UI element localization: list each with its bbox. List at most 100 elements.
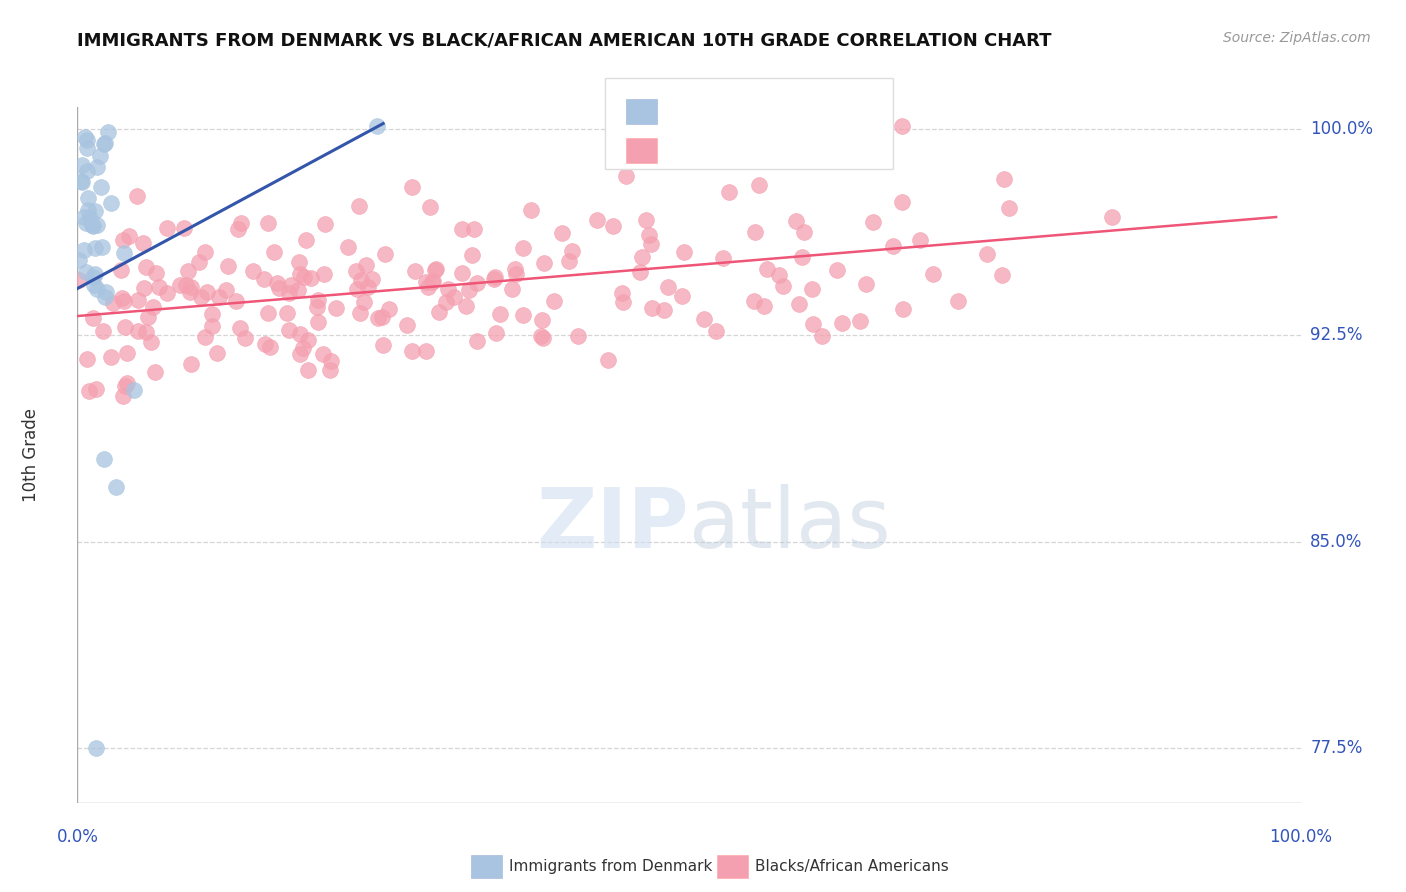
Point	[287, 255, 309, 269]
Text: ZIP: ZIP	[537, 484, 689, 565]
Point	[259, 340, 281, 354]
Point	[269, 281, 291, 295]
Point	[451, 222, 474, 236]
Point	[792, 225, 814, 239]
Point	[422, 274, 444, 288]
Point	[67, 273, 90, 287]
Point	[1101, 210, 1123, 224]
Point	[458, 283, 481, 297]
Point	[179, 285, 201, 299]
Point	[132, 280, 155, 294]
Point	[70, 175, 93, 189]
Point	[83, 277, 105, 292]
Point	[86, 218, 108, 232]
Point	[228, 320, 250, 334]
Point	[305, 300, 328, 314]
Point	[551, 226, 574, 240]
Point	[910, 233, 932, 247]
Point	[233, 331, 256, 345]
Point	[127, 189, 149, 203]
Point	[652, 302, 675, 317]
Point	[890, 120, 912, 134]
Point	[297, 363, 319, 377]
Point	[93, 452, 115, 467]
Point	[420, 275, 443, 289]
Point	[94, 285, 117, 300]
Point	[73, 130, 96, 145]
Point	[194, 245, 217, 260]
Point	[75, 265, 97, 279]
Point	[827, 263, 849, 277]
Point	[395, 318, 418, 332]
Point	[520, 203, 543, 218]
Text: Immigrants from Denmark: Immigrants from Denmark	[509, 859, 713, 873]
Point	[404, 263, 426, 277]
Point	[437, 282, 460, 296]
Point	[94, 136, 117, 150]
Point	[461, 247, 484, 261]
Point	[353, 295, 375, 310]
Text: 40: 40	[783, 103, 808, 120]
Point	[93, 136, 115, 151]
Point	[72, 243, 94, 257]
Point	[115, 376, 138, 391]
Point	[344, 264, 367, 278]
Point	[297, 334, 319, 348]
Point	[242, 264, 264, 278]
Point	[86, 160, 108, 174]
Point	[465, 334, 488, 349]
Point	[114, 379, 136, 393]
Point	[136, 310, 159, 324]
Point	[427, 304, 450, 318]
Point	[201, 308, 224, 322]
Point	[295, 233, 318, 247]
Point	[321, 353, 343, 368]
Point	[349, 306, 371, 320]
Point	[287, 283, 309, 297]
Point	[142, 300, 165, 314]
Point	[205, 346, 228, 360]
Point	[628, 265, 651, 279]
Point	[169, 277, 191, 292]
Point	[976, 246, 998, 260]
Point	[256, 217, 278, 231]
Point	[84, 267, 107, 281]
Point	[180, 280, 202, 294]
Text: 0.194: 0.194	[696, 103, 752, 120]
Text: atlas: atlas	[689, 484, 890, 565]
Point	[112, 246, 135, 260]
Point	[849, 314, 872, 328]
Text: 92.5%: 92.5%	[1310, 326, 1362, 344]
Point	[82, 311, 104, 326]
Text: 85.0%: 85.0%	[1310, 533, 1362, 550]
Text: N =: N =	[742, 141, 794, 160]
Point	[90, 239, 112, 253]
Point	[94, 290, 117, 304]
Point	[105, 479, 128, 493]
Text: 100.0%: 100.0%	[1270, 828, 1331, 846]
Point	[946, 294, 969, 309]
Point	[288, 267, 311, 281]
Point	[637, 228, 659, 243]
Point	[319, 363, 342, 377]
Point	[704, 324, 727, 338]
Point	[195, 285, 218, 299]
Point	[156, 221, 179, 235]
Point	[115, 346, 138, 360]
Point	[122, 384, 145, 398]
Point	[86, 282, 108, 296]
Point	[277, 285, 299, 300]
Point	[543, 293, 565, 308]
Point	[489, 307, 512, 321]
Point	[114, 319, 136, 334]
Point	[263, 244, 285, 259]
Point	[288, 347, 311, 361]
Point	[73, 211, 96, 225]
Point	[671, 289, 693, 303]
Point	[112, 388, 135, 402]
Point	[997, 201, 1019, 215]
Point	[173, 220, 195, 235]
Text: IMMIGRANTS FROM DENMARK VS BLACK/AFRICAN AMERICAN 10TH GRADE CORRELATION CHART: IMMIGRANTS FROM DENMARK VS BLACK/AFRICAN…	[77, 31, 1052, 49]
Point	[744, 225, 766, 239]
Point	[614, 169, 637, 183]
